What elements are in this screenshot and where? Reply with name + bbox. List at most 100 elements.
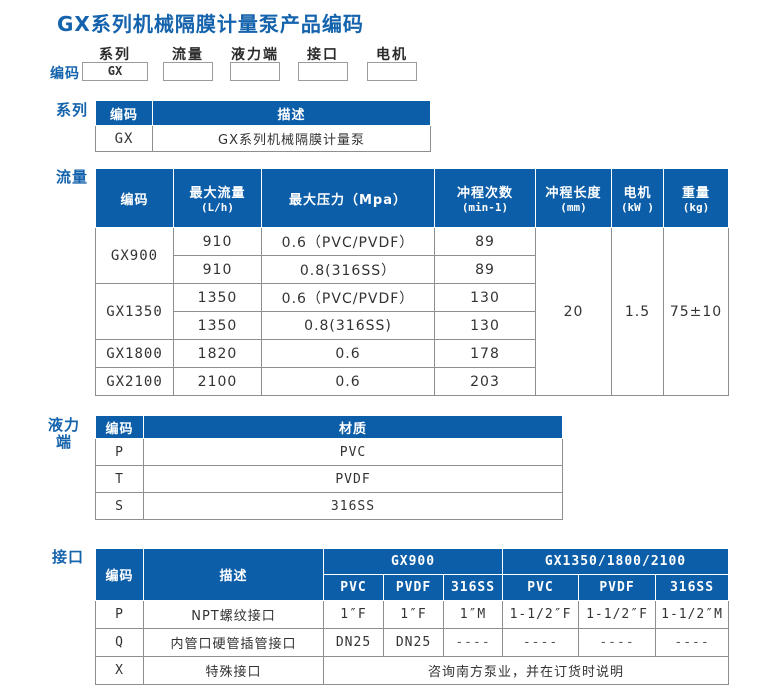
hyd-code: P	[95, 438, 144, 466]
series-col-desc: 描述	[152, 100, 431, 126]
table-row: P PVC	[95, 438, 563, 466]
itf-value: ----	[442, 628, 504, 657]
coding-field-label-motor: 电机	[376, 47, 408, 63]
flow-value: 2100	[173, 367, 262, 396]
flow-model-code: GX2100	[95, 367, 174, 396]
section-label-flow: 流量	[55, 168, 88, 186]
coding-label: 编码	[50, 66, 80, 82]
section-label-series: 系列	[55, 101, 88, 119]
table-row: S 316SS	[95, 492, 563, 520]
itf-desc: NPT螺纹接口	[143, 600, 324, 629]
table-row: GX1350 1350 0.6（PVC/PVDF） 130	[95, 283, 729, 340]
strokes-value: 178	[434, 339, 536, 368]
table-row: 910 0.8(316SS） 89	[96, 255, 729, 284]
coding-box-flow	[163, 62, 213, 81]
series-table: 编码 描述 GX GX系列机械隔膜计量泵	[95, 100, 431, 152]
coding-field-label-flow: 流量	[172, 47, 204, 63]
itf-sub-316ss: 316SS	[655, 574, 730, 601]
table-row: GX1800 1820 0.6 178	[95, 339, 729, 368]
itf-sub-pvc: PVC	[323, 574, 384, 601]
hydraulic-table: 编码 材质 P PVC T PVDF S 316SS	[95, 415, 563, 520]
table-row: X 特殊接口 咨询南方泵业，并在订货时说明	[95, 656, 730, 685]
section-label-hydraulic-end: 液力端	[47, 416, 80, 451]
pressure-value: 0.8(316SS）	[261, 255, 435, 284]
table-header-row: 编码 最大流量 (L/h) 最大压力（Mpa） 冲程次数 (min-1) 冲程长度(…	[95, 168, 729, 228]
flow-value: 1350	[173, 311, 262, 340]
strokes-value: 89	[434, 255, 536, 284]
flow-value: 910	[173, 255, 262, 284]
flow-value: 1350	[173, 283, 262, 312]
weight-value: 75±10	[663, 227, 729, 396]
itf-value: DN25	[323, 628, 384, 657]
coding-box-motor	[367, 62, 417, 81]
table-row: Q 内管口硬管插管接口 DN25 DN25 ---- ---- ---- ---…	[95, 628, 730, 657]
flow-model-code: GX1350	[95, 283, 174, 340]
flow-table: 编码 最大流量 (L/h) 最大压力（Mpa） 冲程次数 (min-1) 冲程长度(…	[95, 168, 729, 396]
table-row: GX GX系列机械隔膜计量泵	[95, 125, 431, 152]
coding-box-series: GX	[82, 62, 148, 81]
itf-note: 咨询南方泵业，并在订货时说明	[322, 656, 730, 685]
flow-col-motor: 电机 (kW )	[611, 168, 664, 228]
itf-col-code: 编码	[95, 548, 144, 601]
hyd-col-code: 编码	[95, 415, 144, 439]
itf-value: ----	[578, 628, 657, 657]
flow-col-strokelength: 冲程长度 (mm)	[535, 168, 612, 228]
table-header-row: 编码 描述	[95, 100, 431, 126]
hyd-material: 316SS	[143, 492, 563, 520]
section-label-interface: 接口	[51, 548, 84, 566]
hyd-material: PVC	[143, 438, 563, 466]
coding-box-interface	[298, 62, 348, 81]
interface-table: 编码 描述 GX900 GX1350/1800/2100 PVC PVDF 31…	[95, 548, 730, 685]
itf-desc: 内管口硬管插管接口	[143, 628, 324, 657]
table-header-row: 编码 材质	[95, 415, 563, 439]
itf-sub-pvc: PVC	[502, 574, 580, 601]
pressure-value: 0.6（PVC/PVDF）	[261, 283, 435, 312]
itf-value: ----	[655, 628, 730, 657]
coding-field-label-series: 系列	[99, 47, 131, 63]
strokes-value: 89	[434, 227, 536, 256]
stroke-length-value: 20	[535, 227, 612, 396]
strokes-value: 203	[434, 367, 536, 396]
series-col-code: 编码	[95, 100, 153, 126]
hyd-code: T	[95, 465, 144, 493]
itf-group-gx1350-1800-2100: GX1350/1800/2100	[502, 548, 730, 575]
itf-value: 1″M	[442, 600, 504, 629]
itf-value: DN25	[383, 628, 444, 657]
itf-value: 1″F	[323, 600, 384, 629]
flow-col-strokes: 冲程次数 (min-1)	[434, 168, 536, 228]
series-desc: GX系列机械隔膜计量泵	[152, 125, 431, 152]
coding-box-hydraulic	[230, 62, 280, 81]
table-header-row: 编码 描述 GX900 GX1350/1800/2100	[95, 548, 730, 601]
table-row: GX900 910 0.6（PVC/PVDF） 89 20 1.5 75±10	[95, 227, 729, 396]
flow-col-maxflow: 最大流量 (L/h)	[173, 168, 262, 228]
itf-code: X	[95, 656, 144, 685]
itf-value: 1″F	[383, 600, 444, 629]
pressure-value: 0.8(316SS)	[261, 311, 435, 340]
pressure-value: 0.6（PVC/PVDF）	[261, 227, 435, 256]
motor-value: 1.5	[611, 227, 664, 396]
itf-value: 1-1/2″F	[578, 600, 657, 629]
itf-sub-pvdf: PVDF	[578, 574, 657, 601]
itf-value: 1-1/2″F	[502, 600, 580, 629]
itf-col-desc: 描述	[143, 548, 324, 601]
itf-value: 1-1/2″M	[655, 600, 730, 629]
itf-group-gx900: GX900	[322, 548, 504, 575]
hyd-col-material: 材质	[143, 415, 563, 439]
hyd-material: PVDF	[143, 465, 563, 493]
hyd-code: S	[95, 492, 144, 520]
pressure-value: 0.6	[261, 339, 435, 368]
page-title: GX系列机械隔膜计量泵产品编码	[57, 12, 364, 36]
coding-field-label-hydraulic: 液力端	[231, 47, 279, 63]
coding-field-label-interface: 接口	[307, 47, 339, 63]
itf-sub-pvdf: PVDF	[383, 574, 444, 601]
itf-value: ----	[502, 628, 580, 657]
flow-col-maxpressure: 最大压力（Mpa）	[261, 168, 435, 228]
strokes-value: 130	[434, 283, 536, 312]
table-row: 1350 0.8(316SS) 130	[96, 311, 729, 340]
flow-col-weight: 重量 (kg)	[663, 168, 729, 228]
itf-sub-316ss: 316SS	[442, 574, 504, 601]
flow-model-code: GX900	[95, 227, 174, 284]
table-row: GX2100 2100 0.6 203	[95, 367, 729, 396]
flow-value: 910	[173, 227, 262, 256]
